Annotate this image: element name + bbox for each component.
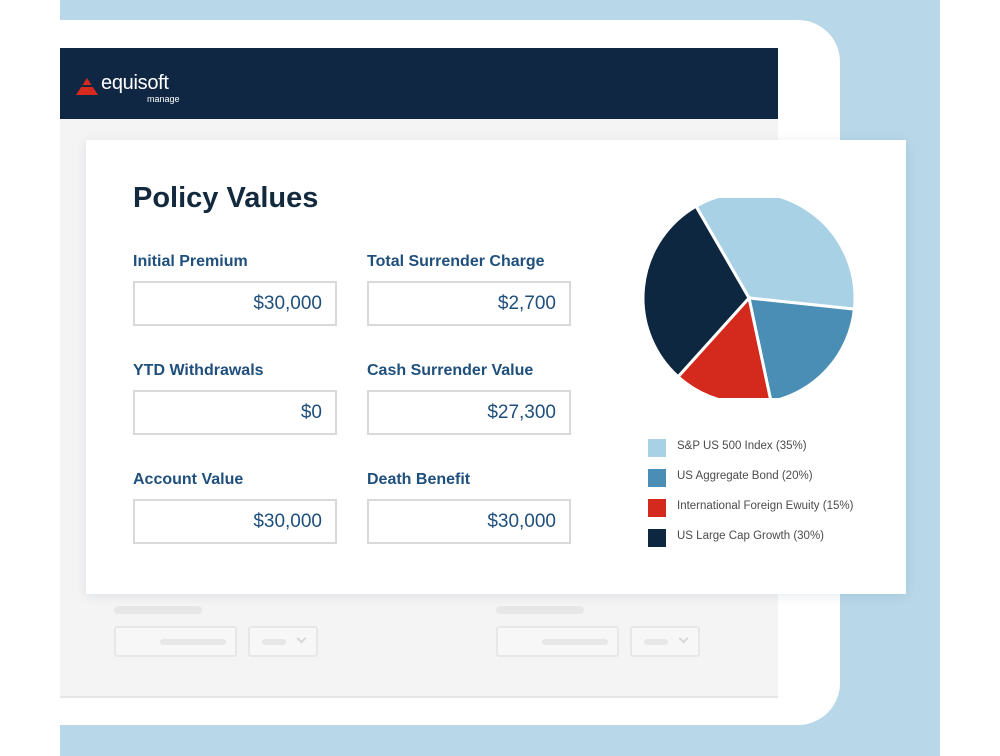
ytd-withdrawals-label: YTD Withdrawals bbox=[133, 362, 264, 379]
initial-premium-field[interactable]: $30,000 bbox=[133, 281, 337, 326]
total-surrender-charge-field[interactable]: $2,700 bbox=[367, 281, 571, 326]
account-value-field[interactable]: $30,000 bbox=[133, 499, 337, 544]
pie-slice bbox=[676, 296, 772, 398]
legend-swatch bbox=[648, 469, 666, 487]
account-value-label: Account Value bbox=[133, 471, 244, 488]
card-title: Policy Values bbox=[133, 182, 319, 214]
brand-product: manage bbox=[147, 94, 180, 104]
triangle-logo-icon bbox=[76, 78, 98, 95]
death-benefit-label: Death Benefit bbox=[367, 471, 471, 488]
legend-label: US Large Cap Growth (30%) bbox=[677, 530, 825, 542]
placeholder-select bbox=[248, 626, 318, 657]
legend-label: US Aggregate Bond (20%) bbox=[677, 470, 813, 482]
legend-swatch bbox=[648, 439, 666, 457]
ytd-withdrawals-field[interactable]: $0 bbox=[133, 390, 337, 435]
placeholder-select bbox=[630, 626, 700, 657]
chevron-down-icon bbox=[296, 633, 307, 644]
placeholder-input bbox=[114, 626, 237, 657]
allocation-pie-chart bbox=[642, 198, 856, 398]
placeholder-label bbox=[496, 606, 584, 614]
pie-slice bbox=[694, 198, 856, 311]
legend-swatch bbox=[648, 529, 666, 547]
legend-label: International Foreign Ewuity (15%) bbox=[677, 500, 854, 512]
placeholder-label bbox=[114, 606, 202, 614]
chevron-down-icon bbox=[678, 633, 689, 644]
legend-swatch bbox=[648, 499, 666, 517]
legend-label: S&P US 500 Index (35%) bbox=[677, 440, 807, 452]
death-benefit-field[interactable]: $30,000 bbox=[367, 499, 571, 544]
placeholder-input bbox=[496, 626, 619, 657]
total-surrender-charge-label: Total Surrender Charge bbox=[367, 253, 545, 270]
policy-values-card: Policy Values Initial Premium $30,000 To… bbox=[86, 140, 906, 594]
cash-surrender-value-label: Cash Surrender Value bbox=[367, 362, 534, 379]
cash-surrender-value-field[interactable]: $27,300 bbox=[367, 390, 571, 435]
pie-slice bbox=[747, 296, 856, 398]
initial-premium-label: Initial Premium bbox=[133, 253, 248, 270]
brand-name: equisoft bbox=[101, 72, 169, 94]
app-header: equisoft manage bbox=[60, 48, 778, 119]
pie-slice bbox=[642, 204, 751, 379]
